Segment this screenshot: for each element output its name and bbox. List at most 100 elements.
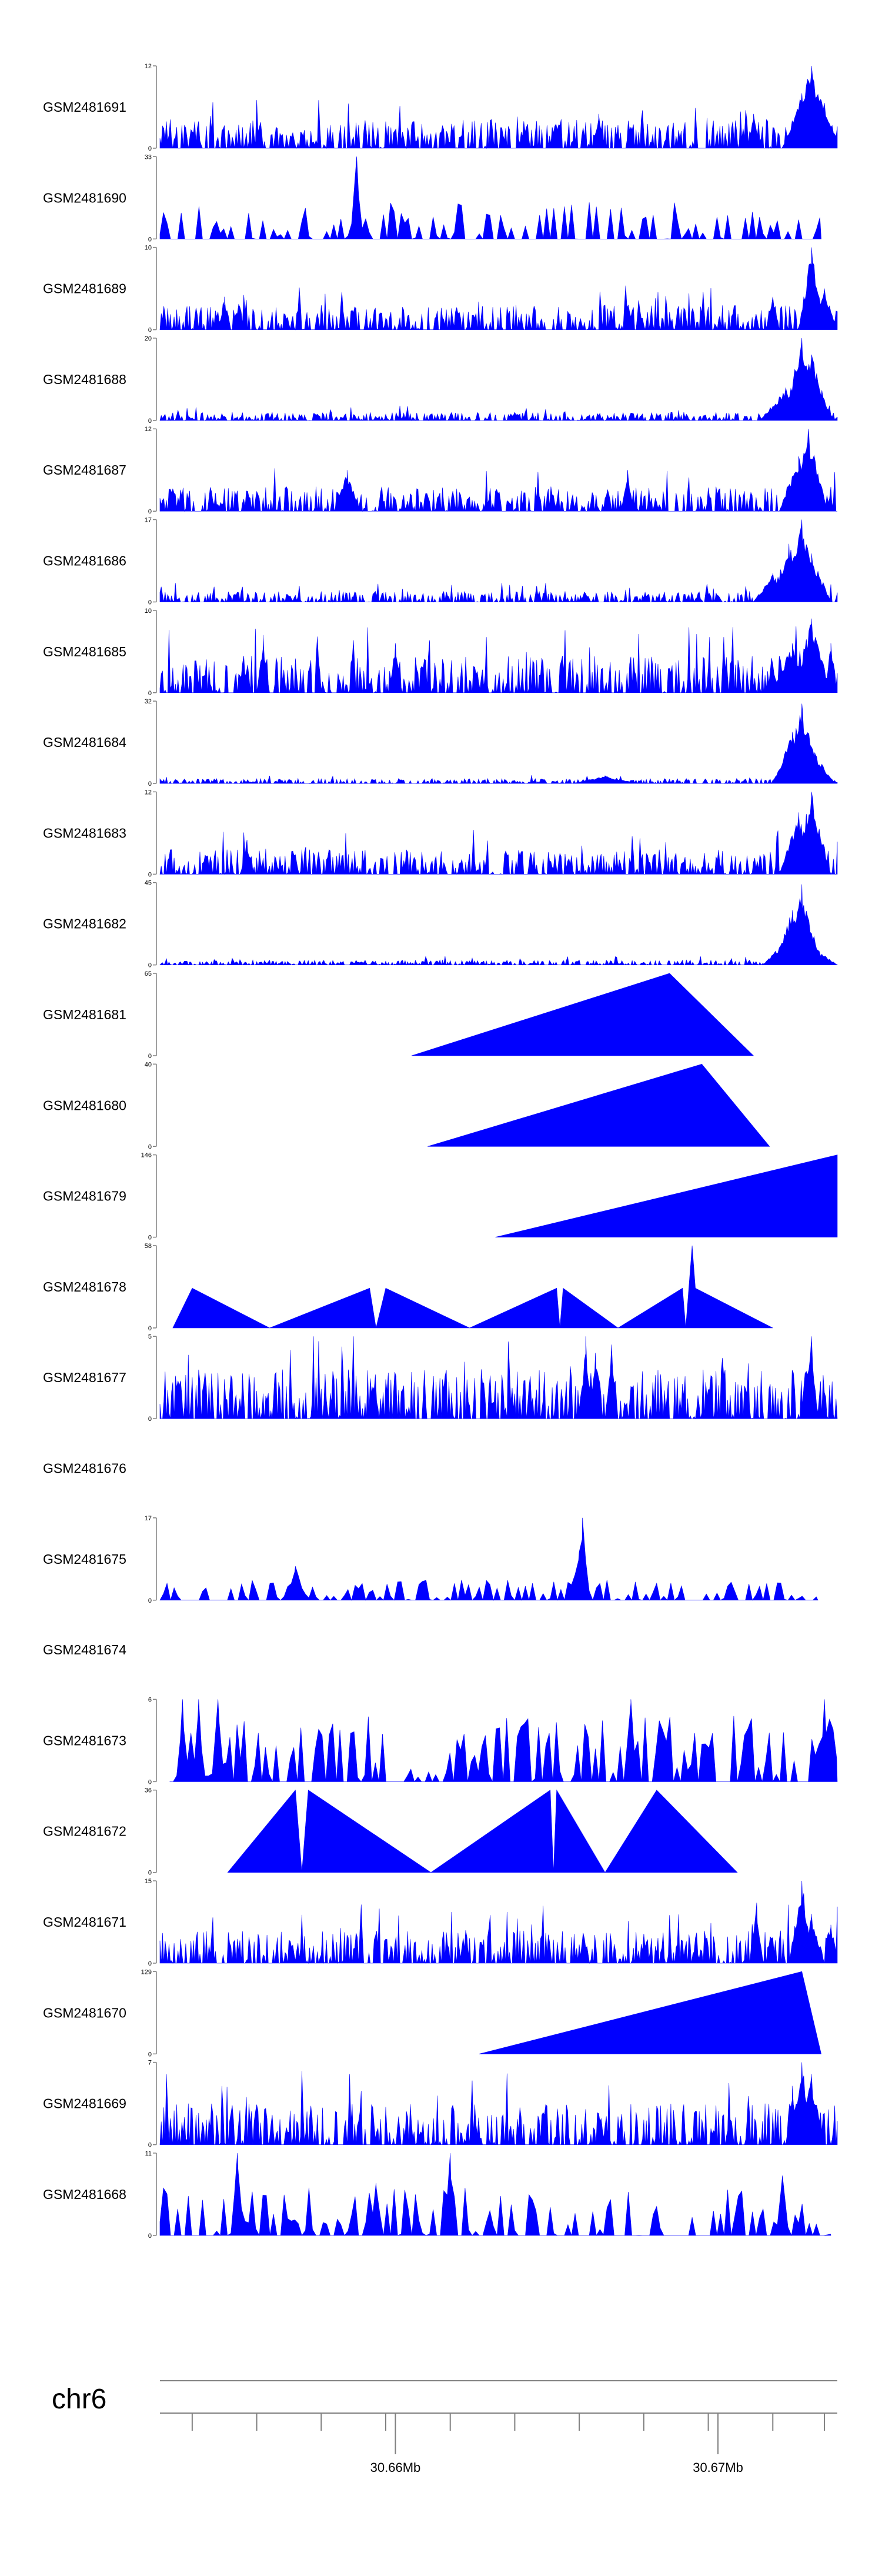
track-label: GSM2481684 <box>43 735 126 750</box>
y-tick-label-max: 10 <box>145 608 152 615</box>
track-GSM2481690: GSM2481690 33 0 <box>43 154 821 243</box>
y-tick-label-max: 12 <box>145 789 152 796</box>
y-tick-label-max: 45 <box>145 880 152 887</box>
y-tick-label-zero: 0 <box>148 1960 152 1967</box>
coverage-area <box>159 1517 818 1601</box>
coverage-area <box>495 1154 838 1237</box>
coverage-area <box>159 2153 831 2236</box>
y-tick-label-zero: 0 <box>148 690 152 697</box>
y-tick-label-max: 11 <box>145 2150 152 2157</box>
track-GSM2481686: GSM2481686 17 0 <box>43 517 838 606</box>
y-tick-label-zero: 0 <box>148 871 152 878</box>
coverage-area <box>159 2062 838 2145</box>
coverage-area <box>427 1063 770 1147</box>
coverage-area <box>411 973 754 1056</box>
track-label: GSM2481687 <box>43 462 126 478</box>
coverage-area <box>479 1971 821 2054</box>
track-label: GSM2481673 <box>43 1733 126 1748</box>
y-tick-label-zero: 0 <box>148 508 152 515</box>
y-tick-label-zero: 0 <box>148 145 152 152</box>
track-GSM2481689: GSM2481689 10 0 <box>43 245 838 334</box>
coverage-area <box>159 618 838 693</box>
track-label: GSM2481689 <box>43 281 126 296</box>
track-label: GSM2481678 <box>43 1279 126 1294</box>
track-label: GSM2481676 <box>43 1461 126 1476</box>
track-GSM2481669: GSM2481669 7 0 <box>43 2060 838 2149</box>
coverage-area <box>169 1699 838 1783</box>
track-GSM2481672: GSM2481672 36 0 <box>43 1787 738 1877</box>
coverage-area <box>159 247 838 331</box>
track-GSM2481670: GSM2481670 129 0 <box>43 1968 821 2058</box>
y-tick-label-zero: 0 <box>148 2051 152 2058</box>
track-label: GSM2481675 <box>43 1551 126 1567</box>
coverage-area <box>159 1336 838 1420</box>
y-tick-label-max: 12 <box>145 63 152 70</box>
track-label: GSM2481690 <box>43 190 126 205</box>
track-GSM2481680: GSM2481680 40 0 <box>43 1061 770 1150</box>
track-GSM2481681: GSM2481681 65 0 <box>43 970 754 1060</box>
track-GSM2481677: GSM2481677 5 0 <box>43 1333 838 1423</box>
y-tick-label-zero: 0 <box>148 2142 152 2149</box>
track-GSM2481673: GSM2481673 6 0 <box>43 1696 838 1786</box>
track-GSM2481685: GSM2481685 10 0 <box>43 608 838 697</box>
y-tick-label-zero: 0 <box>148 599 152 606</box>
track-label: GSM2481668 <box>43 2187 126 2202</box>
track-label: GSM2481683 <box>43 825 126 840</box>
y-tick-label-zero: 0 <box>148 1778 152 1786</box>
axis-tick-label: 30.66Mb <box>370 2460 421 2475</box>
y-tick-label-max: 6 <box>148 1696 152 1703</box>
track-GSM2481671: GSM2481671 15 0 <box>43 1878 838 1967</box>
y-tick-label-max: 58 <box>145 1243 152 1250</box>
track-label: GSM2481671 <box>43 1914 126 1930</box>
y-tick-label-max: 5 <box>148 1333 152 1340</box>
track-GSM2481674: GSM2481674 <box>43 1642 126 1657</box>
coverage-area <box>159 792 838 875</box>
coverage-area <box>159 519 838 603</box>
coverage-area <box>159 429 837 512</box>
coverage-area <box>172 1245 773 1329</box>
track-label: GSM2481674 <box>43 1642 126 1657</box>
y-tick-label-max: 40 <box>145 1061 152 1068</box>
track-label: GSM2481670 <box>43 2005 126 2020</box>
y-tick-label-zero: 0 <box>148 1053 152 1060</box>
y-tick-label-max: 32 <box>145 698 152 705</box>
coverage-area <box>227 1789 738 1873</box>
track-GSM2481668: GSM2481668 11 0 <box>43 2150 831 2240</box>
y-tick-label-max: 17 <box>145 517 152 524</box>
track-label: GSM2481681 <box>43 1007 126 1022</box>
track-label: GSM2481691 <box>43 99 126 115</box>
y-tick-label-zero: 0 <box>148 2233 152 2240</box>
y-tick-label-max: 7 <box>148 2060 152 2067</box>
track-GSM2481679: GSM2481679 146 0 <box>43 1152 838 1242</box>
coverage-area <box>159 156 821 240</box>
y-tick-label-zero: 0 <box>148 780 152 788</box>
coverage-area <box>159 703 838 785</box>
y-tick-label-max: 17 <box>145 1515 152 1522</box>
track-GSM2481687: GSM2481687 12 0 <box>43 426 837 515</box>
track-label: GSM2481680 <box>43 1097 126 1113</box>
genome-axis: chr6 30.66Mb 30.67Mb <box>52 2380 837 2475</box>
y-tick-label-zero: 0 <box>148 1416 152 1423</box>
y-tick-label-zero: 0 <box>148 236 152 243</box>
coverage-area <box>159 65 838 149</box>
y-tick-label-max: 129 <box>141 1968 152 1976</box>
track-label: GSM2481688 <box>43 372 126 387</box>
track-GSM2481678: GSM2481678 58 0 <box>43 1243 773 1332</box>
y-tick-label-zero: 0 <box>148 1597 152 1604</box>
y-tick-label-zero: 0 <box>148 1325 152 1332</box>
track-label: GSM2481679 <box>43 1189 126 1204</box>
y-tick-label-max: 20 <box>145 335 152 342</box>
track-label: GSM2481669 <box>43 2096 126 2111</box>
y-tick-label-max: 33 <box>145 154 152 161</box>
y-tick-label-max: 65 <box>145 970 152 977</box>
coverage-area <box>159 338 838 422</box>
y-tick-label-zero: 0 <box>148 418 152 425</box>
track-GSM2481682: GSM2481682 45 0 <box>43 880 838 969</box>
y-tick-label-max: 10 <box>145 245 152 252</box>
y-tick-label-zero: 0 <box>148 1143 152 1150</box>
track-GSM2481675: GSM2481675 17 0 <box>43 1515 818 1604</box>
track-GSM2481684: GSM2481684 32 0 <box>43 698 838 788</box>
y-tick-label-zero: 0 <box>148 1234 152 1242</box>
y-tick-label-zero: 0 <box>148 1870 152 1877</box>
